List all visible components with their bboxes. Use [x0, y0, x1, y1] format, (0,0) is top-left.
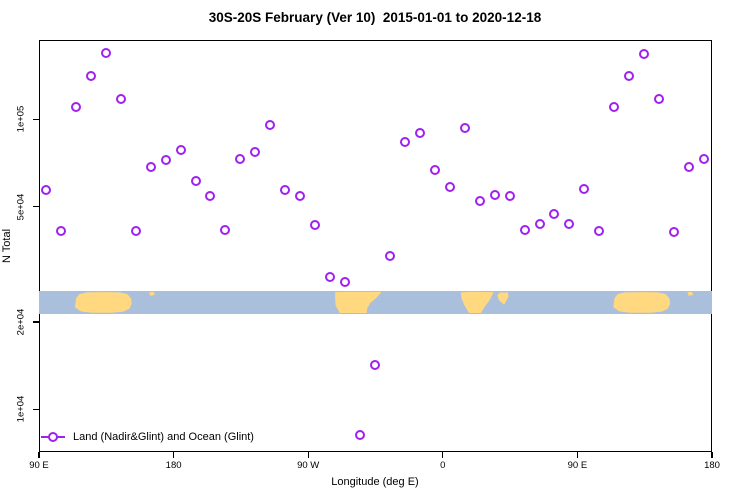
data-point-marker [55, 226, 66, 237]
data-point-marker [459, 122, 470, 133]
data-point-marker [624, 70, 635, 81]
data-point-marker [235, 154, 246, 165]
data-point-marker [429, 165, 440, 176]
y-tick-label: 5e+04 [15, 193, 27, 220]
x-tick-mark [38, 452, 40, 458]
x-axis-title: Longitude (deg E) [331, 476, 419, 488]
data-point-marker [70, 101, 81, 112]
data-point-marker [175, 145, 186, 156]
data-point-marker [564, 218, 575, 229]
data-point-marker [669, 226, 680, 237]
x-tick-label: 180 [165, 460, 182, 471]
data-point-marker [160, 155, 171, 166]
data-point-marker [40, 184, 51, 195]
data-point-marker [220, 225, 231, 236]
data-point-marker [115, 94, 126, 105]
data-point-marker [534, 218, 545, 229]
data-point-marker [444, 181, 455, 192]
legend: Land (Nadir&Glint) and Ocean (Glint) [41, 430, 254, 444]
land-shape-new-caledonia [148, 291, 155, 296]
data-point-marker [684, 161, 695, 172]
data-point-marker [310, 220, 321, 231]
ocean-area [39, 290, 712, 315]
y-tick-mark [33, 408, 39, 410]
legend-label: Land (Nadir&Glint) and Ocean (Glint) [73, 431, 254, 443]
data-point-marker [549, 209, 560, 220]
data-point-marker [370, 359, 380, 370]
y-tick-mark [33, 206, 39, 208]
x-tick-label: 180 [704, 460, 720, 471]
data-point-marker [145, 162, 156, 173]
y-tick-label: 1e+04 [15, 395, 27, 423]
x-tick-mark [576, 452, 578, 458]
land-shape-madagascar [497, 292, 509, 305]
x-tick-mark [442, 452, 444, 458]
x-tick-label: 90 W [297, 460, 320, 471]
y-tick-label: 2e+04 [15, 308, 27, 336]
data-point-marker [340, 276, 351, 287]
data-point-marker [609, 101, 620, 112]
data-point-marker [699, 153, 710, 164]
data-point-marker [384, 250, 395, 261]
data-point-marker [325, 272, 336, 283]
data-point-marker [489, 189, 500, 200]
data-point-marker [205, 191, 216, 202]
legend-circle-icon [47, 431, 58, 442]
data-point-marker [654, 94, 665, 105]
data-point-marker [399, 136, 410, 147]
land-shape-australia-repeat [613, 292, 671, 313]
x-tick-mark [711, 452, 713, 458]
data-point-marker [100, 48, 111, 59]
x-tick-label: 0 [440, 460, 446, 471]
data-point-marker [265, 120, 276, 131]
land-shape-africa [460, 291, 494, 313]
data-point-marker [594, 225, 605, 236]
data-point-marker [85, 70, 96, 81]
x-tick-label: 90 E [567, 460, 588, 471]
land-shape-australia [74, 292, 132, 313]
legend-marker-icon [41, 430, 65, 444]
data-point-marker [355, 429, 366, 440]
y-tick-label: 1e+05 [15, 105, 27, 133]
land-shape-south-america [335, 291, 382, 313]
y-tick-mark [33, 118, 39, 120]
chart-title: 30S-20S February (Ver 10) 2015-01-01 to … [208, 10, 542, 25]
y-axis-title: N Total [1, 228, 13, 264]
data-point-marker [280, 185, 291, 196]
data-point-marker [295, 190, 306, 201]
x-tick-label: 90 E [29, 460, 49, 471]
data-point-marker [414, 128, 425, 139]
plot-frame [39, 40, 712, 452]
data-point-marker [519, 224, 530, 235]
y-tick-mark [33, 321, 39, 323]
data-point-marker [474, 196, 485, 207]
land-shape-new-caledonia-repeat [687, 291, 694, 296]
data-point-marker [250, 146, 261, 157]
data-point-marker [504, 191, 515, 202]
data-point-marker [639, 49, 650, 60]
x-tick-mark [307, 452, 309, 458]
data-point-marker [190, 176, 201, 187]
data-point-marker [130, 226, 141, 237]
data-point-marker [579, 184, 590, 195]
x-tick-mark [173, 452, 175, 458]
map-strip [39, 290, 712, 315]
